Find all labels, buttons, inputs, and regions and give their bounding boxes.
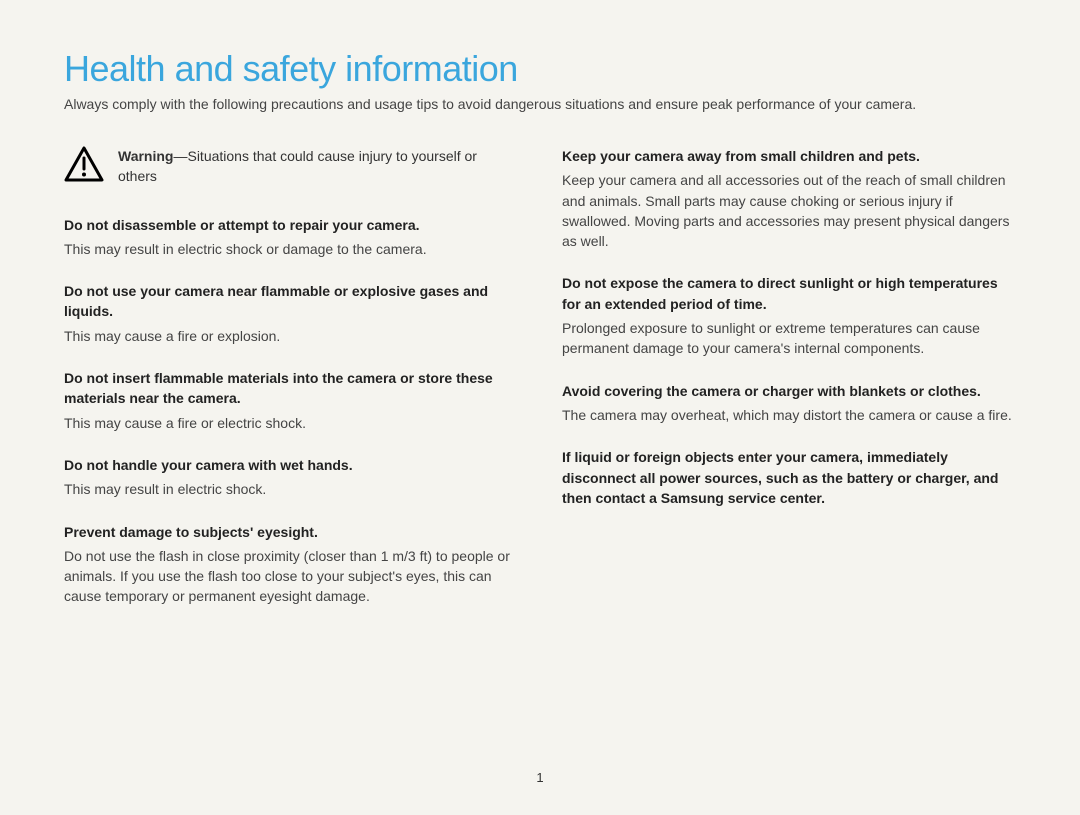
- section-body: This may cause a fire or explosion.: [64, 326, 518, 346]
- section-heading: Do not expose the camera to direct sunli…: [562, 273, 1016, 314]
- safety-section: Do not disassemble or attempt to repair …: [64, 215, 518, 260]
- safety-section: If liquid or foreign objects enter your …: [562, 447, 1016, 508]
- page-number: 1: [0, 770, 1080, 785]
- right-column: Keep your camera away from small childre…: [562, 146, 1016, 629]
- section-body: This may cause a fire or electric shock.: [64, 413, 518, 433]
- section-heading: Avoid covering the camera or charger wit…: [562, 381, 1016, 401]
- section-heading: Do not use your camera near flammable or…: [64, 281, 518, 322]
- safety-section: Do not use your camera near flammable or…: [64, 281, 518, 346]
- page-title: Health and safety information: [64, 48, 1016, 90]
- safety-section: Do not insert flammable materials into t…: [64, 368, 518, 433]
- intro-text: Always comply with the following precaut…: [64, 96, 1016, 112]
- section-heading: Prevent damage to subjects' eyesight.: [64, 522, 518, 542]
- warning-text: Warning—Situations that could cause inju…: [118, 146, 518, 187]
- section-body: The camera may overheat, which may disto…: [562, 405, 1016, 425]
- content-columns: Warning—Situations that could cause inju…: [64, 146, 1016, 629]
- section-body: This may result in electric shock.: [64, 479, 518, 499]
- safety-section: Do not handle your camera with wet hands…: [64, 455, 518, 500]
- section-body: This may result in electric shock or dam…: [64, 239, 518, 259]
- section-heading: Keep your camera away from small childre…: [562, 146, 1016, 166]
- safety-section: Keep your camera away from small childre…: [562, 146, 1016, 251]
- section-body: Do not use the flash in close proximity …: [64, 546, 518, 607]
- safety-section: Prevent damage to subjects' eyesight. Do…: [64, 522, 518, 607]
- section-heading: Do not handle your camera with wet hands…: [64, 455, 518, 475]
- section-body: Keep your camera and all accessories out…: [562, 170, 1016, 251]
- manual-page: Health and safety information Always com…: [0, 0, 1080, 815]
- left-column: Warning—Situations that could cause inju…: [64, 146, 518, 629]
- safety-section: Do not expose the camera to direct sunli…: [562, 273, 1016, 358]
- warning-callout: Warning—Situations that could cause inju…: [64, 146, 518, 187]
- warning-label: Warning: [118, 148, 173, 164]
- section-body: Prolonged exposure to sunlight or extrem…: [562, 318, 1016, 359]
- section-heading: Do not disassemble or attempt to repair …: [64, 215, 518, 235]
- warning-triangle-icon: [64, 146, 104, 182]
- section-heading: Do not insert flammable materials into t…: [64, 368, 518, 409]
- section-heading: If liquid or foreign objects enter your …: [562, 447, 1016, 508]
- safety-section: Avoid covering the camera or charger wit…: [562, 381, 1016, 426]
